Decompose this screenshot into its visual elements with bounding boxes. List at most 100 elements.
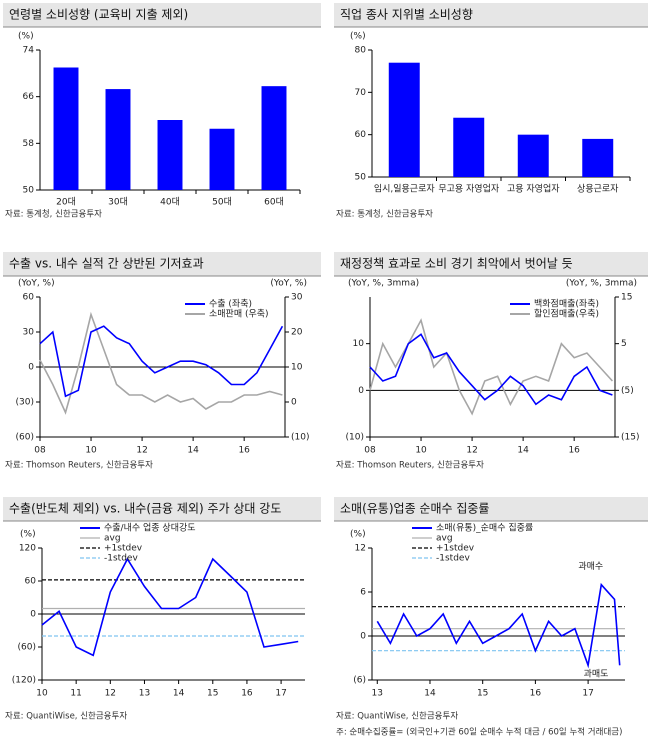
title-bar (334, 252, 648, 276)
y-tick-label: (30) (16, 398, 34, 408)
title-bar (334, 497, 648, 521)
x-tick-label: 12 (105, 689, 116, 699)
source: 자료: 통계청, 신한금융투자 (336, 209, 433, 220)
x-tick-label: 08 (34, 446, 46, 456)
y2-axis-label: (YoY, %, 3mma) (566, 279, 637, 289)
series-line (369, 318, 613, 416)
bar (53, 67, 79, 190)
x-tick-label: 상용근로자 (577, 184, 619, 195)
x-tick-label: 17 (582, 689, 593, 699)
x-tick-label: 16 (238, 446, 250, 456)
bar (261, 86, 287, 190)
y-tick-label: 60 (25, 577, 37, 587)
series-line (39, 311, 283, 415)
y-axis-label: (%) (350, 32, 366, 42)
x-tick-label: 14 (424, 689, 436, 699)
bar (517, 134, 549, 177)
title-bar (3, 252, 321, 276)
x-tick-label: 15 (477, 689, 488, 699)
bar (105, 89, 131, 190)
source: 자료: 통계청, 신한금융투자 (5, 209, 102, 220)
y-tick-label: 0 (30, 610, 36, 620)
x-tick-label: 12 (466, 446, 477, 456)
x-tick-label: 13 (139, 689, 150, 699)
source: 자료: Thomson Reuters, 신한금융투자 (336, 461, 484, 471)
x-tick-label: 10 (85, 446, 97, 456)
chart-title: 소매(유통)업종 순매수 집중률 (340, 502, 489, 516)
x-tick-label: 16 (530, 689, 542, 699)
y2-tick-label: 10 (291, 363, 303, 373)
bar (388, 62, 420, 178)
x-tick-label: 14 (517, 446, 529, 456)
y2-tick-label: 30 (291, 293, 303, 303)
y-tick-label: 50 (23, 186, 35, 196)
series-line (376, 582, 621, 669)
legend-label: 할인점매출(우축) (534, 308, 599, 320)
bar (453, 117, 485, 177)
y-tick-label: 58 (23, 139, 35, 149)
x-tick-label: 16 (568, 446, 580, 456)
x-tick-label: 15 (207, 689, 218, 699)
legend-label: 소매판매 (우축) (209, 309, 269, 320)
x-tick-label: 임시,일용근로자 (374, 183, 436, 195)
y-axis-label: (%) (18, 32, 34, 42)
x-tick-label: 10 (415, 446, 427, 456)
y-tick-label: (60) (18, 643, 36, 653)
y2-tick-label: 15 (621, 293, 632, 303)
series-line (369, 333, 613, 406)
y-tick-label: 0 (28, 363, 34, 373)
x-tick-label: 17 (275, 689, 286, 699)
title-bar (3, 497, 321, 521)
x-tick-label: 50대 (212, 197, 232, 208)
y-tick-label: 6 (360, 588, 366, 598)
y-axis-label: (%) (20, 530, 36, 540)
y-axis-label: (%) (350, 530, 366, 540)
y2-tick-label: 5 (621, 339, 627, 349)
y-tick-label: 74 (23, 46, 35, 56)
annotation: 과매도 (584, 669, 609, 680)
y-tick-label: (120) (12, 676, 36, 686)
y-tick-label: 60 (355, 130, 367, 140)
y-tick-label: 60 (23, 293, 35, 303)
x-tick-label: 13 (372, 689, 383, 699)
x-tick-label: 14 (187, 446, 199, 456)
y-tick-label: 120 (19, 544, 36, 554)
source: 자료: QuantiWise, 신한금융투자 (5, 712, 127, 722)
y2-axis-label: (YoY, %) (270, 279, 307, 289)
x-tick-label: 고용 자영업자 (507, 184, 560, 195)
y-tick-label: 70 (355, 88, 367, 98)
chart-title: 재정정책 효과로 소비 경기 최악에서 벗어날 듯 (340, 256, 573, 271)
source: 자료: QuantiWise, 신한금융투자 (336, 712, 458, 722)
y2-tick-label: (5) (621, 386, 634, 396)
series-line (41, 557, 299, 657)
y2-tick-label: (10) (291, 433, 309, 443)
y-tick-label: 66 (23, 92, 35, 102)
x-tick-label: 12 (136, 446, 147, 456)
legend-label: 수출 (좌축) (209, 299, 252, 310)
x-tick-label: 08 (364, 446, 376, 456)
y-tick-label: 50 (355, 173, 367, 183)
x-tick-label: 10 (36, 689, 48, 699)
chart-title: 직업 종사 지위별 소비성향 (340, 8, 473, 22)
y-tick-label: 0 (358, 386, 364, 396)
legend-label: +1stdev (436, 544, 475, 554)
chart-title: 연령별 소비성향 (교육비 지출 제외) (9, 8, 188, 22)
legend-label: 소매(유통)_순매수 집중률 (436, 522, 533, 534)
y-tick-label: 30 (23, 328, 35, 338)
note: 주: 순매수집중률= (외국인+기관 60일 순매수 누적 대금 / 60일 누… (336, 727, 622, 738)
legend-label: -1stdev (104, 554, 138, 564)
y-tick-label: 12 (355, 544, 366, 554)
annotation: 과매수 (578, 561, 603, 572)
y-axis-label: (YoY, %) (18, 279, 55, 289)
legend-label: avg (436, 534, 453, 544)
y-tick-label: 0 (360, 632, 366, 642)
y-tick-label: 80 (355, 46, 367, 56)
x-tick-label: 11 (70, 689, 81, 699)
title-bar (334, 3, 648, 27)
y2-tick-label: 0 (291, 398, 297, 408)
bar (209, 128, 235, 190)
x-tick-label: 무고용 자영업자 (438, 184, 500, 195)
y-tick-label: 10 (353, 339, 365, 349)
x-tick-label: 14 (173, 689, 185, 699)
